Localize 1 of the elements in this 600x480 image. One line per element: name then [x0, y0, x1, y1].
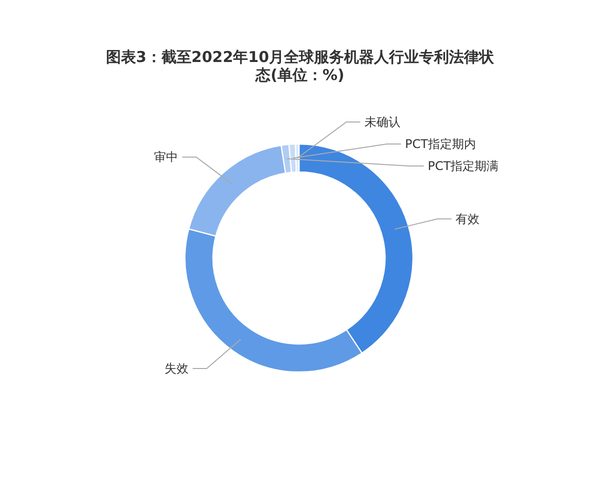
title: 图表3：截至2022年10月全球服务机器人行业专利法律状态(单位：%) — [106, 48, 494, 84]
